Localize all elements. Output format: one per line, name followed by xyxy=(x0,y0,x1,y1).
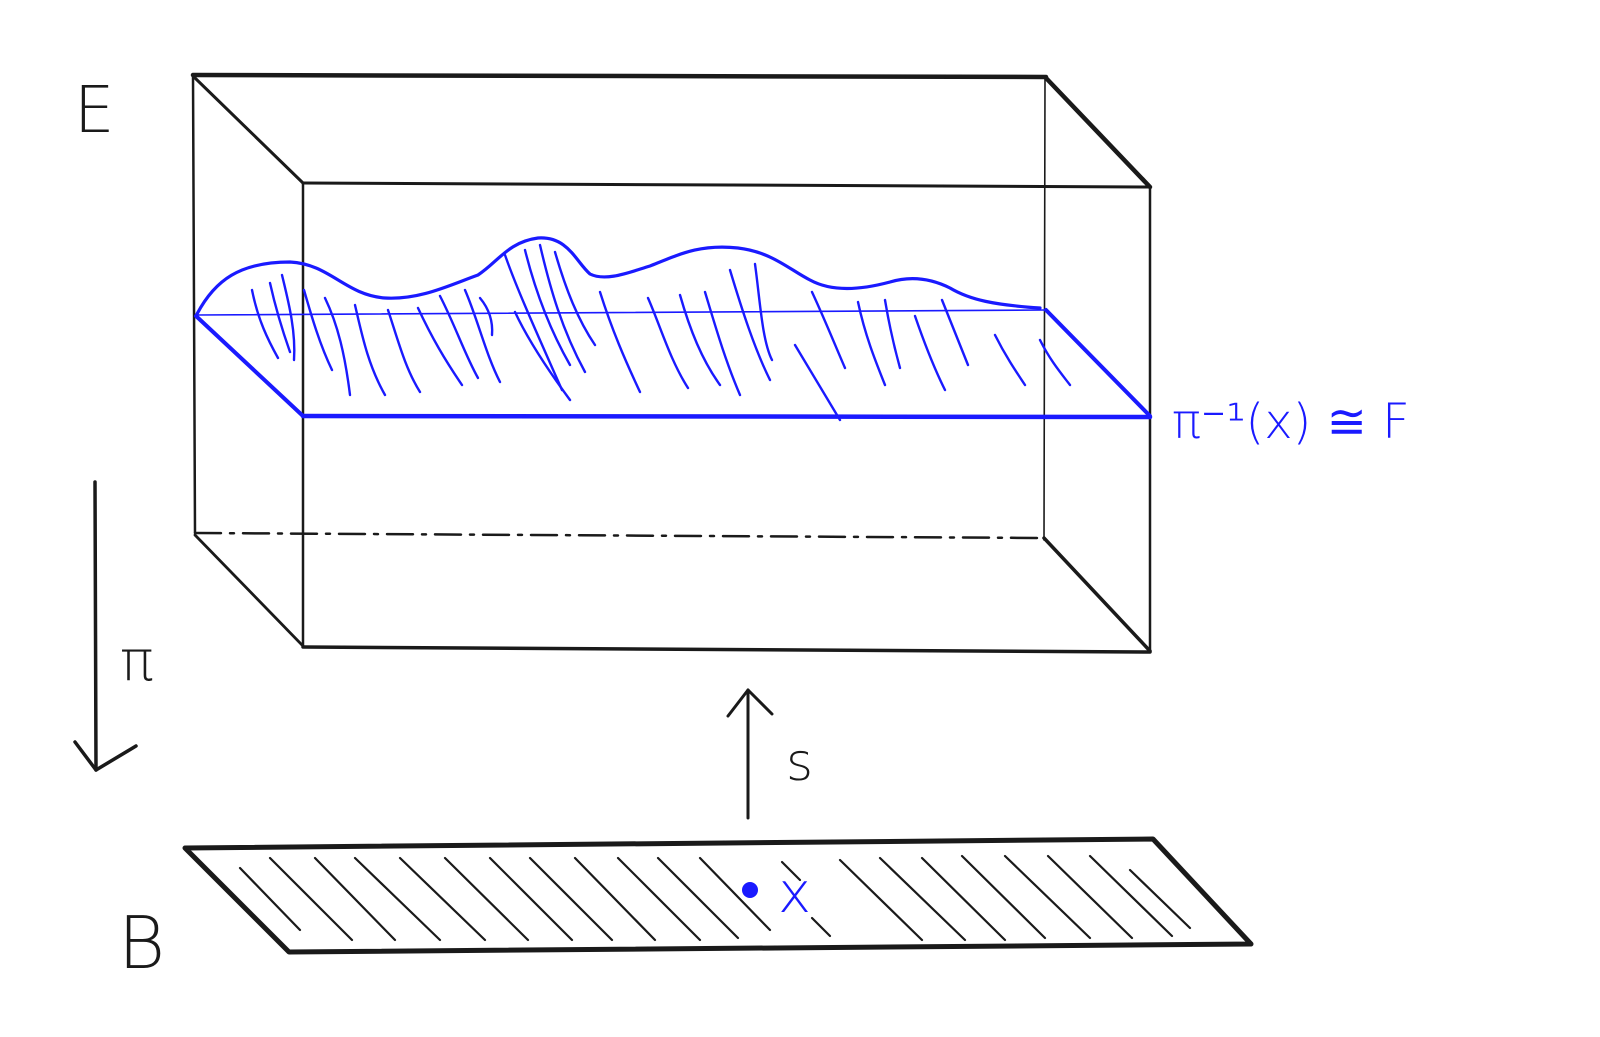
fiber-surface xyxy=(194,236,1153,422)
base-space-plane xyxy=(182,836,1254,955)
fiber-shading-strokes xyxy=(250,243,1072,422)
fiber-plane-back-edge xyxy=(196,309,1047,316)
section-label: s xyxy=(786,733,813,793)
base-space-label: B xyxy=(118,901,165,985)
fiber-plane-left-edge xyxy=(194,314,305,418)
point-x-marker xyxy=(742,882,758,898)
projection-arrow xyxy=(73,480,138,772)
box-back-bottom-dashed-edge xyxy=(193,531,1046,540)
fiber-label: π⁻¹(x) ≅ F xyxy=(1172,394,1410,450)
box-back-left-vertical xyxy=(191,73,197,535)
projection-label: π xyxy=(120,629,154,694)
box-top-left-diagonal xyxy=(193,76,305,185)
base-hatching xyxy=(238,854,1192,942)
fiber-plane-front-edge xyxy=(300,413,1153,420)
point-x-label: x xyxy=(778,861,811,926)
box-bottom-right-diagonal xyxy=(1042,536,1152,653)
box-top-right-diagonal xyxy=(1043,75,1153,190)
box-front-bottom-edge xyxy=(301,645,1152,654)
fiber-plane-right-edge xyxy=(1044,308,1152,418)
box-front-top-edge xyxy=(301,181,1152,189)
box-back-top-edge xyxy=(190,72,1049,80)
total-space-box xyxy=(190,72,1153,654)
section-arrow xyxy=(726,688,774,820)
total-space-label: E xyxy=(74,74,114,148)
box-bottom-left-diagonal xyxy=(193,533,305,648)
fiber-wavy-ridge xyxy=(195,236,1042,316)
